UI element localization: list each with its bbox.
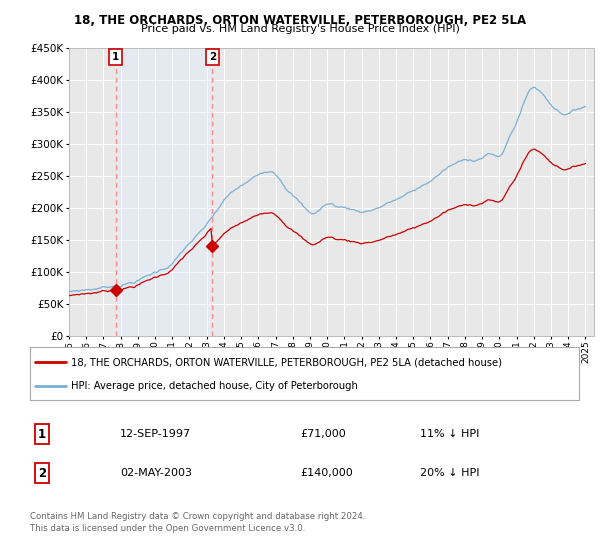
Text: 1: 1 [112, 52, 119, 62]
Text: 18, THE ORCHARDS, ORTON WATERVILLE, PETERBOROUGH, PE2 5LA: 18, THE ORCHARDS, ORTON WATERVILLE, PETE… [74, 14, 526, 27]
Bar [116, 48, 212, 336]
Text: £140,000: £140,000 [300, 468, 353, 478]
Text: 1: 1 [38, 427, 46, 441]
Text: 18, THE ORCHARDS, ORTON WATERVILLE, PETERBOROUGH, PE2 5LA (detached house): 18, THE ORCHARDS, ORTON WATERVILLE, PETE… [71, 357, 502, 367]
Text: £71,000: £71,000 [300, 429, 346, 439]
Text: 20% ↓ HPI: 20% ↓ HPI [420, 468, 479, 478]
Text: 02-MAY-2003: 02-MAY-2003 [120, 468, 192, 478]
Text: Contains HM Land Registry data © Crown copyright and database right 2024.
This d: Contains HM Land Registry data © Crown c… [30, 512, 365, 533]
Text: 11% ↓ HPI: 11% ↓ HPI [420, 429, 479, 439]
Text: HPI: Average price, detached house, City of Peterborough: HPI: Average price, detached house, City… [71, 380, 358, 390]
Text: Price paid vs. HM Land Registry's House Price Index (HPI): Price paid vs. HM Land Registry's House … [140, 24, 460, 34]
Text: 2: 2 [38, 466, 46, 480]
Text: 2: 2 [209, 52, 216, 62]
Text: 12-SEP-1997: 12-SEP-1997 [120, 429, 191, 439]
